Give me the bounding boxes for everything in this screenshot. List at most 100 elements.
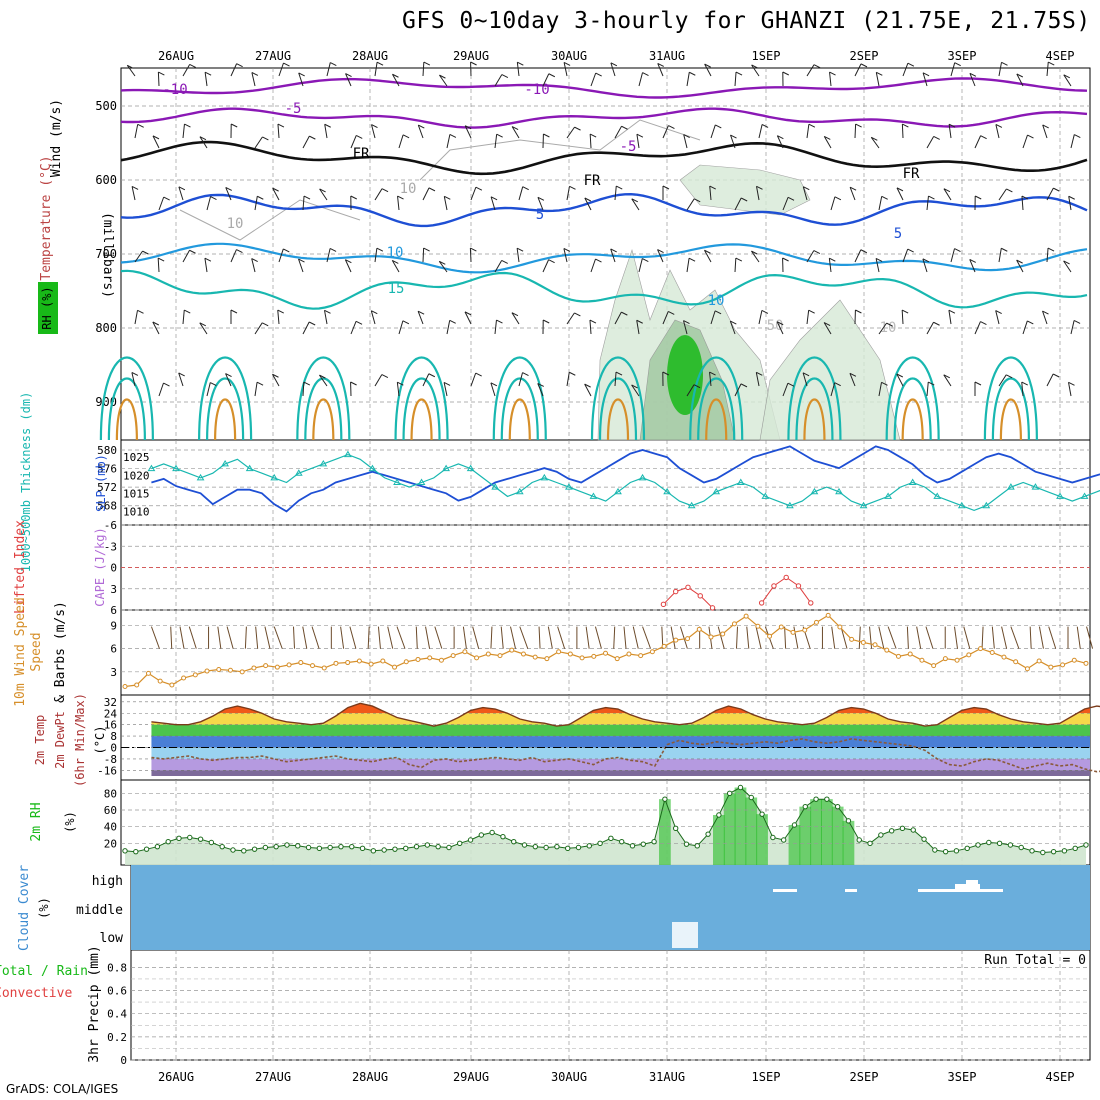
wind-speed-point	[556, 649, 562, 655]
rh-point	[759, 811, 765, 817]
wind-barb	[589, 320, 592, 335]
wind-barb-flag	[621, 311, 628, 316]
wind-barb-flag	[668, 125, 675, 129]
wind-speed-point	[192, 672, 198, 678]
wind-barb	[302, 135, 310, 149]
wind-barb-flag	[1053, 187, 1060, 192]
wind-barb	[948, 124, 952, 139]
low-level-contour	[304, 377, 343, 441]
li-point	[771, 583, 777, 589]
wind-barb	[443, 196, 448, 211]
bottom-day-label: 26AUG	[158, 1070, 194, 1084]
wind-barb-flag	[574, 312, 581, 317]
wind-barb-flag	[730, 134, 737, 139]
top-day-label: 1SEP	[752, 49, 781, 63]
wind-barb-flag	[808, 309, 815, 314]
wind-speed-point	[872, 642, 878, 648]
wind-barb	[704, 250, 712, 263]
isotherm-label: 10	[387, 245, 404, 261]
wind-barb	[272, 187, 280, 201]
thickness-marker	[736, 478, 745, 485]
rh-point	[489, 829, 495, 836]
thickness-marker	[1080, 492, 1089, 499]
rh-point	[543, 844, 549, 851]
wind-barb-flag	[1042, 124, 1049, 129]
wind-speed-point	[122, 684, 128, 689]
wind-barb-flag	[782, 71, 790, 76]
wind-barb-flag	[589, 133, 597, 138]
temp-band	[151, 736, 1090, 748]
thickness-marker	[368, 464, 377, 472]
wind-speed-point	[497, 653, 503, 659]
rh-point	[888, 828, 895, 834]
rh-point	[1040, 849, 1046, 856]
bottom-day-label: 3SEP	[948, 1070, 977, 1084]
surface-wind-barb	[311, 626, 320, 649]
wind-speed-axis-label-2: Speed	[29, 632, 44, 671]
wind-barb	[662, 311, 669, 325]
wind-barb-flag	[875, 257, 883, 262]
wind-barb	[397, 196, 400, 211]
wind-barb	[206, 382, 211, 397]
wind-barb	[878, 322, 887, 335]
pressure-tick-label: 500	[95, 99, 117, 113]
surface-wind-barb	[472, 626, 480, 649]
credit-label: GrADS: COLA/IGES	[6, 1082, 119, 1096]
thickness-marker	[687, 501, 696, 509]
surface-wind-barb	[963, 626, 971, 649]
surface-wind-barb	[179, 626, 185, 649]
wind-barb-flag	[298, 258, 305, 263]
surface-wind-barb	[869, 626, 873, 649]
wind-barb-flag	[402, 134, 410, 139]
li-point	[795, 583, 802, 589]
wind-barb-flag	[689, 71, 696, 76]
wind-speed-point	[321, 665, 327, 671]
wind-barb	[590, 258, 596, 273]
wind-speed-point	[1001, 654, 1007, 660]
wind-barb-flag	[350, 195, 358, 200]
wind-barb-flag	[787, 382, 795, 387]
rh-point	[327, 844, 333, 851]
temp-band	[151, 724, 1090, 737]
wind-barb	[610, 62, 616, 77]
isotherm-15	[120, 269, 1088, 310]
wind-barb	[854, 249, 862, 263]
wind-barb	[686, 384, 695, 397]
wind-speed-point	[216, 667, 222, 672]
isotherm-minus5	[120, 107, 1088, 129]
wind-barb	[710, 124, 716, 139]
wind-barb	[278, 248, 284, 263]
thickness-marker	[663, 487, 671, 495]
wind-barb	[878, 382, 882, 397]
precip-tick-label: 0.2	[107, 1031, 127, 1044]
thickness-marker	[172, 464, 180, 472]
rh-point	[986, 839, 992, 846]
wind-barb	[589, 134, 592, 149]
pressure-tick-label: 700	[95, 247, 117, 261]
surface-wind-barb	[670, 626, 676, 649]
rh-point	[467, 837, 474, 843]
top-day-label: 27AUG	[255, 49, 291, 63]
wind-barb	[374, 62, 378, 77]
wind-barb-flag	[928, 381, 935, 386]
surface-wind-barb	[293, 626, 295, 649]
rh-point	[316, 845, 323, 852]
wind-barb	[152, 135, 160, 149]
thickness-marker	[589, 492, 598, 499]
rh-point	[996, 840, 1003, 847]
barbs-axis-label: & Barbs (m/s)	[53, 601, 68, 703]
wind-barb	[319, 374, 328, 387]
wind-barb	[638, 258, 643, 273]
rh-point	[1083, 842, 1089, 848]
rh-point	[694, 843, 700, 849]
wind-barb	[469, 247, 472, 263]
surface-wind-barb	[188, 626, 197, 649]
thickness-marker	[884, 492, 892, 499]
rh-max-shading	[667, 335, 703, 415]
rh-point	[651, 838, 657, 845]
panel-frame-pr	[130, 949, 1091, 1061]
wind-barb-flag	[392, 73, 399, 78]
wind-barb	[182, 250, 190, 263]
bottom-day-label: 29AUG	[453, 1070, 489, 1084]
wind-barb	[131, 186, 136, 201]
